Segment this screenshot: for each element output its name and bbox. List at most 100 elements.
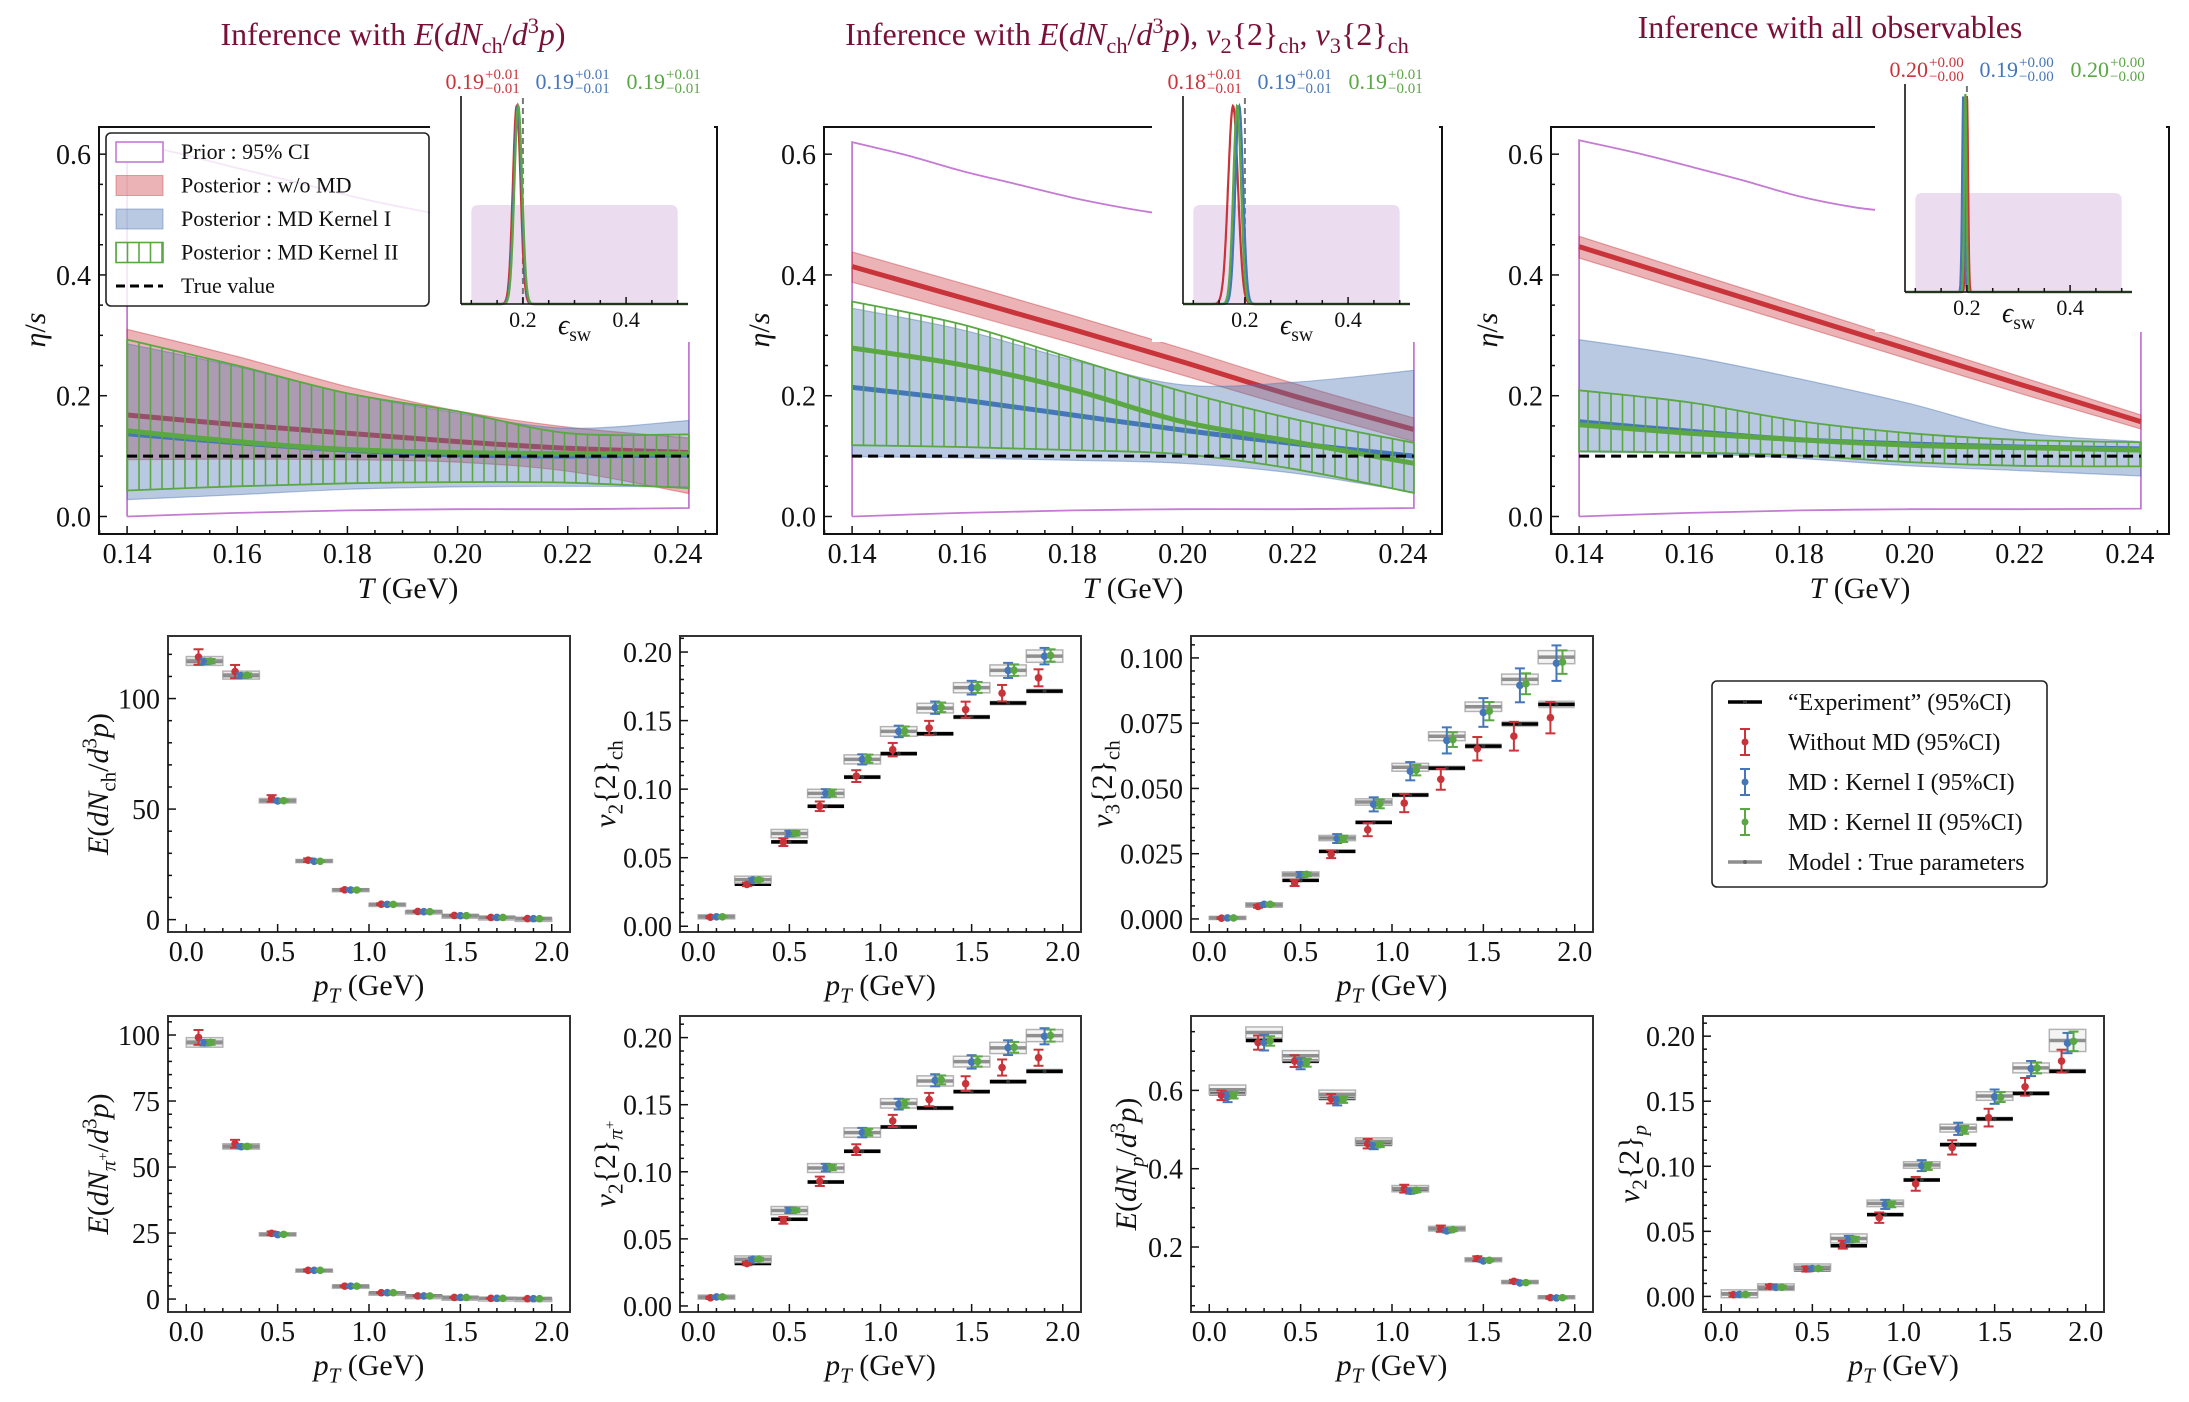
inset-x-tick-label: 0.4 bbox=[612, 307, 640, 332]
y-tick-label: 0.4 bbox=[781, 261, 816, 292]
legend-item-kernel2: MD : Kernel II (95%CI) bbox=[1740, 808, 2023, 836]
errorbar-kernel2 bbox=[461, 911, 472, 920]
errorbar-kernel1 bbox=[966, 1054, 977, 1070]
text-segment: v bbox=[1316, 16, 1331, 52]
errorbar-point bbox=[816, 802, 824, 811]
annotation-minus: −0.01 bbox=[666, 81, 701, 97]
pt-bin bbox=[1866, 1198, 1905, 1224]
prior-lower-bound bbox=[1579, 127, 2142, 518]
y-tick-label: 0.05 bbox=[1646, 1217, 1695, 1248]
y-tick-label: 0.0 bbox=[781, 502, 816, 533]
x-axis-label: T (GeV) bbox=[358, 572, 459, 605]
y-tick-label: 0.6 bbox=[56, 140, 91, 171]
legend-item-kernel2: Posterior : MD Kernel II bbox=[115, 240, 399, 265]
errorbar-point bbox=[2063, 1039, 2072, 1047]
panel-eta-s-all: Inference with all observables 0.14 0.16 0.… bbox=[1471, 9, 2170, 605]
errorbar-point bbox=[852, 772, 861, 780]
errorbar-point bbox=[456, 1293, 465, 1302]
errorbar-kernel2 bbox=[717, 912, 728, 921]
errorbar-nomd bbox=[2056, 1048, 2067, 1074]
errorbar-point bbox=[450, 911, 459, 920]
experiment-point bbox=[1006, 1079, 1011, 1084]
errorbar-point bbox=[1449, 735, 1457, 744]
errorbar-kernel2 bbox=[1338, 834, 1349, 843]
pt-bin bbox=[1281, 1049, 1320, 1071]
text-segment: 3 bbox=[1330, 33, 1341, 58]
pt-bin bbox=[916, 1073, 955, 1111]
x-tick-label: 1.5 bbox=[1466, 1317, 1501, 1348]
legend-label: MD : Kernel II (95%CI) bbox=[1788, 810, 2023, 836]
y-axis-label: η/s bbox=[743, 313, 776, 348]
errorbar-point bbox=[1923, 1162, 1932, 1171]
experiment-point bbox=[969, 715, 974, 720]
y-tick-label: 0.0 bbox=[56, 502, 91, 533]
annotation-plus: +0.00 bbox=[2110, 55, 2145, 71]
x-axis-label: pT (GeV) bbox=[1335, 969, 1448, 1008]
errorbar-point bbox=[894, 1100, 903, 1108]
experiment-point bbox=[1042, 689, 1047, 694]
y-tick-label: 0.4 bbox=[1148, 1155, 1183, 1186]
y-tick-label: 0.050 bbox=[1120, 774, 1183, 805]
errorbar-kernel1 bbox=[1039, 646, 1050, 666]
errorbar-kernel2 bbox=[1520, 672, 1531, 696]
errorbar-point bbox=[523, 914, 532, 923]
annotation-median: 0.20 bbox=[1890, 57, 1929, 82]
text-segment: dN bbox=[444, 16, 483, 52]
pt-bin bbox=[331, 1282, 370, 1290]
errorbar-nomd bbox=[1508, 720, 1519, 752]
errorbar-nomd bbox=[814, 1175, 825, 1188]
errorbar-point bbox=[493, 913, 501, 922]
errorbar-point bbox=[1741, 1290, 1750, 1299]
errorbar-point bbox=[523, 1294, 532, 1303]
errorbar-point bbox=[1996, 1093, 2005, 1101]
errorbar-kernel1 bbox=[966, 679, 977, 696]
x-tick-label: 0.14 bbox=[828, 539, 877, 570]
pt-bin bbox=[1391, 761, 1430, 814]
errorbar-point bbox=[279, 796, 288, 805]
legend-observables: “Experiment” (95%CI) Without MD (95%CI) MD… bbox=[1711, 680, 2048, 888]
errorbar-kernel2 bbox=[1265, 900, 1276, 909]
pt-bin bbox=[1427, 726, 1466, 791]
annotation-plus: +0.00 bbox=[1929, 55, 1964, 71]
errorbar-point bbox=[828, 789, 836, 797]
errorbar-point bbox=[1990, 1092, 1999, 1101]
errorbar-point bbox=[998, 689, 1006, 697]
errorbar-nomd bbox=[924, 719, 935, 737]
y-tick-label: 0.0 bbox=[1508, 502, 1543, 533]
errorbar-kernel1 bbox=[1332, 833, 1343, 844]
pt-bin bbox=[733, 1255, 772, 1268]
experiment-point bbox=[1517, 721, 1522, 726]
experiment-point bbox=[1992, 1116, 1997, 1121]
errorbar-nomd bbox=[1362, 822, 1373, 838]
y-tick-label: 0.15 bbox=[1646, 1087, 1695, 1118]
errorbar-kernel2 bbox=[1849, 1235, 1860, 1243]
errorbar-nomd bbox=[1983, 1107, 1994, 1128]
text-segment: / bbox=[1128, 16, 1137, 52]
errorbar-point bbox=[1004, 1043, 1012, 1052]
experiment-point bbox=[1919, 1177, 1924, 1182]
x-tick-label: 2.0 bbox=[2068, 1317, 2103, 1348]
errorbar-point bbox=[888, 1117, 897, 1125]
errorbar-point bbox=[487, 913, 495, 922]
text-segment: dN bbox=[82, 1169, 115, 1206]
pt-bin bbox=[843, 753, 882, 784]
band-kernel2 bbox=[851, 300, 1415, 494]
posterior-annotation-kernel1: 0.19 +0.01−0.01 bbox=[536, 67, 610, 97]
text-segment: Inference with bbox=[220, 16, 414, 52]
legend-posterior: Prior : 95% CI Posterior : w/o MD Posterio… bbox=[105, 132, 430, 307]
errorbar-kernel2 bbox=[936, 1074, 947, 1086]
errorbar-nomd bbox=[1216, 1089, 1227, 1102]
errorbar-point bbox=[816, 1177, 824, 1186]
errorbar-point bbox=[1327, 850, 1335, 859]
x-tick-label: 0.18 bbox=[323, 539, 372, 570]
x-tick-label: 0.24 bbox=[2105, 539, 2154, 570]
text-segment: 3 bbox=[528, 13, 539, 38]
posterior-annotation-nomd: 0.20 +0.00−0.00 bbox=[1890, 55, 1964, 85]
errorbar-kernel2 bbox=[1228, 914, 1239, 922]
errorbar-kernel2 bbox=[972, 680, 983, 694]
pt-bin bbox=[1829, 1233, 1868, 1250]
errorbar-point bbox=[888, 745, 897, 754]
x-axis-label: pT (GeV) bbox=[823, 969, 936, 1008]
text-segment: (GeV) bbox=[1363, 969, 1447, 1002]
